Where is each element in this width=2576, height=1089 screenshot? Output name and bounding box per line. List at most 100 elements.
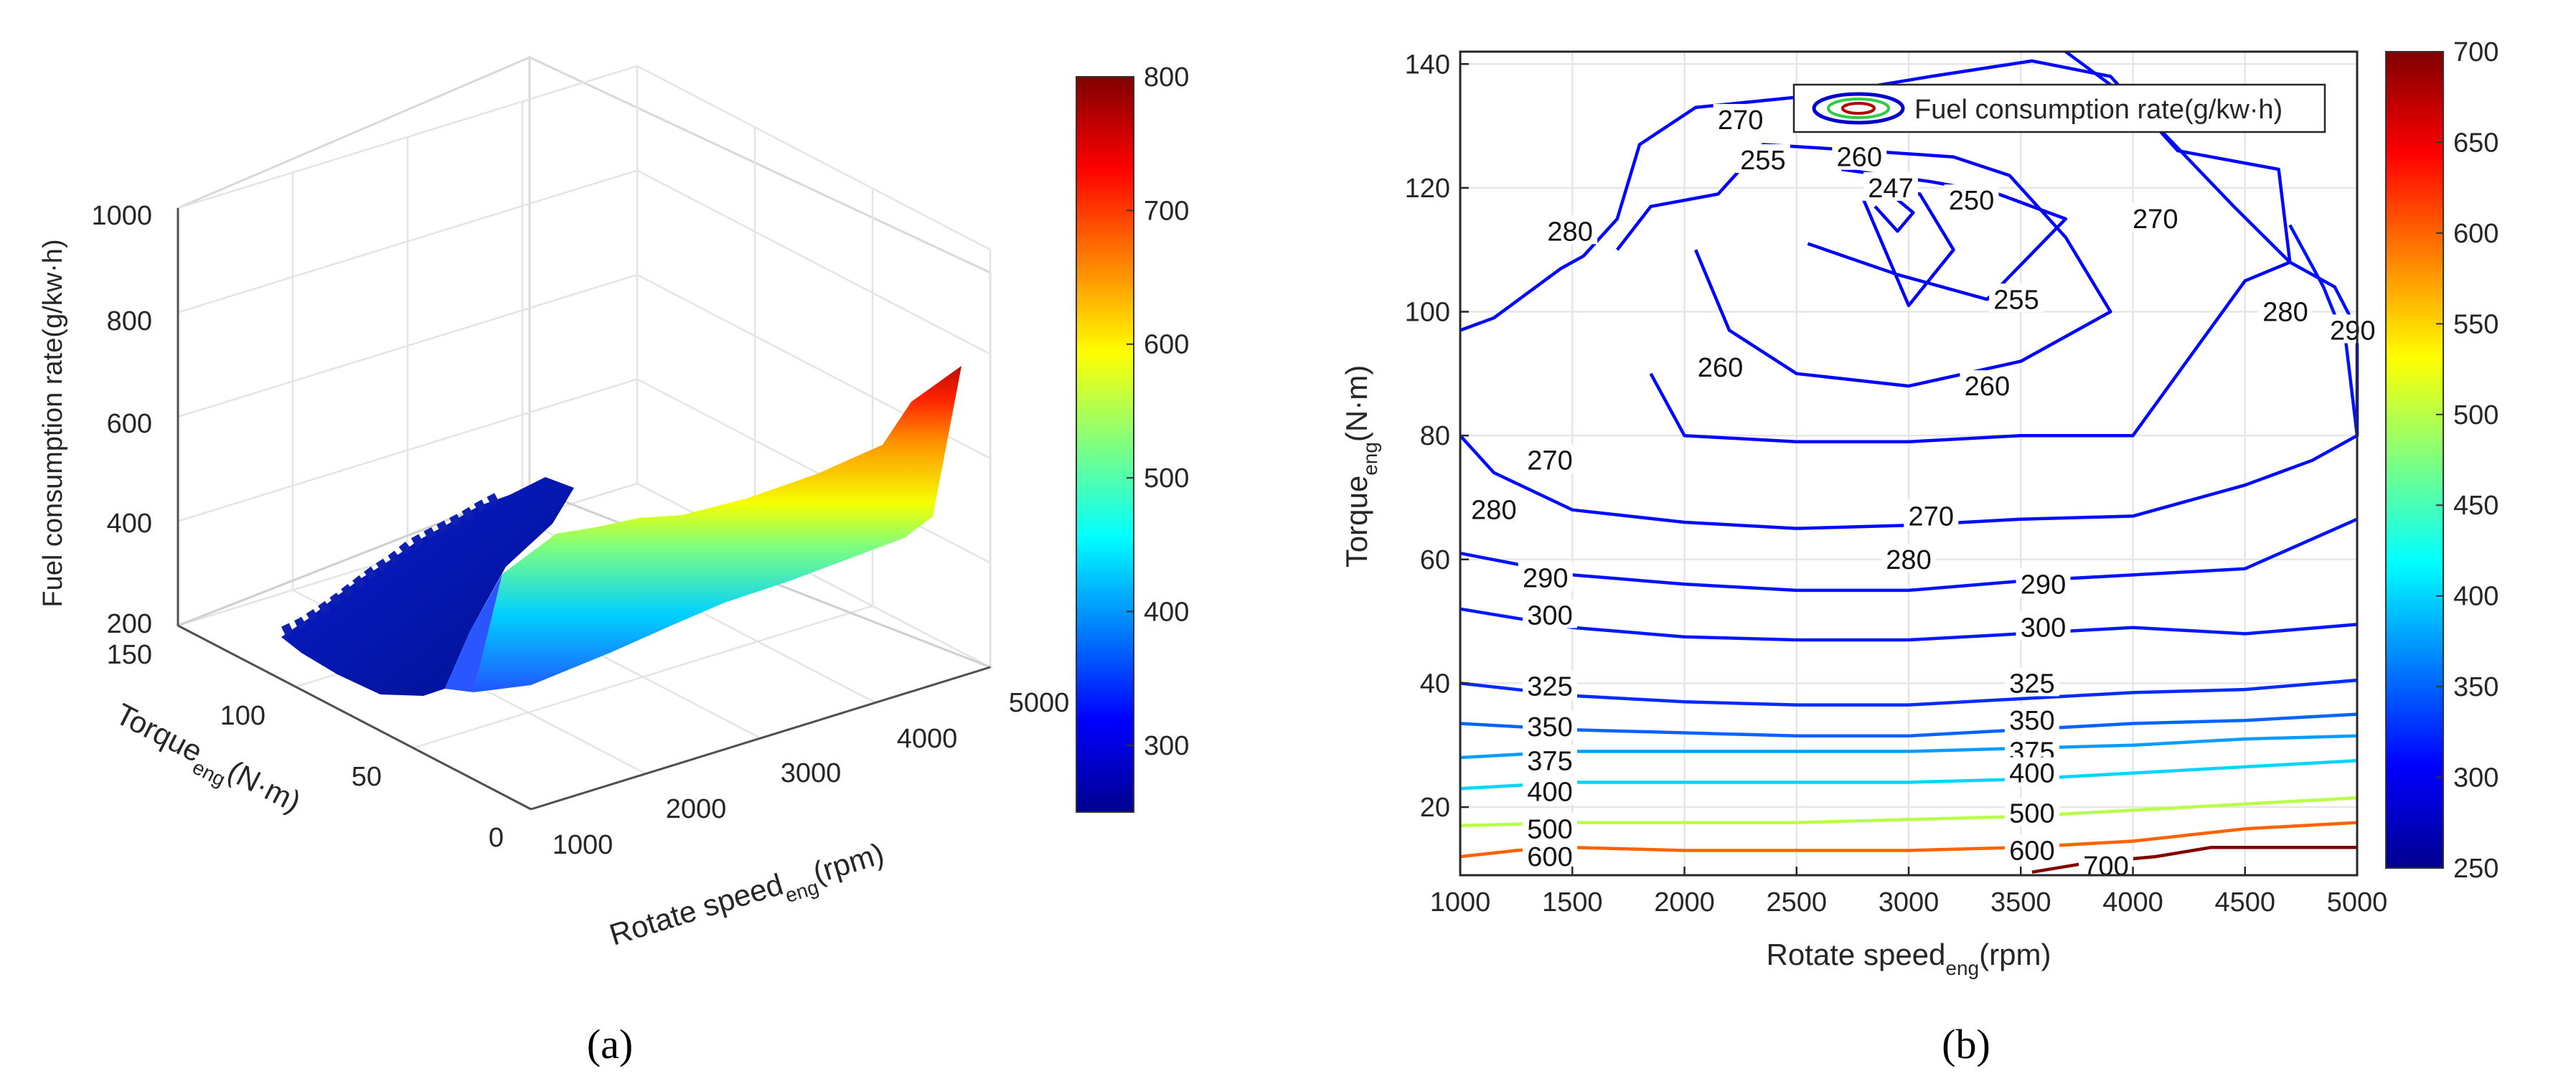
colorbar-b — [2385, 51, 2444, 869]
contour-line-290 — [1459, 517, 2358, 593]
rate-tick-label: 400 — [107, 509, 152, 539]
x-tick-label: 5000 — [2327, 887, 2388, 918]
torque-tick-label: 150 — [107, 640, 152, 670]
contour-label: 280 — [1547, 217, 1592, 247]
contour-label-bg — [1863, 171, 1918, 201]
y-tick-label: 80 — [1420, 421, 1450, 451]
x-label-subscript: eng — [1945, 957, 1979, 979]
contour-label-bg — [2258, 296, 2313, 325]
contour-label: 300 — [2021, 613, 2066, 644]
speed-tick-label: 1000 — [553, 830, 614, 860]
contour-line-400 — [1459, 759, 2358, 791]
contour-label: 325 — [1527, 672, 1572, 702]
colorbar-tick-label: 400 — [1144, 597, 1189, 627]
contour-label: 600 — [2009, 836, 2054, 866]
colorbar-tick-label: 700 — [1144, 196, 1189, 226]
contour-label: 290 — [2021, 570, 2066, 600]
y-tick-label: 140 — [1405, 50, 1450, 80]
grid-line-torque — [413, 188, 874, 749]
panel-a-surface-plot: 200 400 600 800 1000 Fuel consumption ra… — [38, 55, 1189, 1067]
rate-tick-label: 800 — [107, 306, 152, 336]
colorbar-tick-label: 550 — [2453, 309, 2499, 339]
contour-label: 260 — [1965, 372, 2010, 402]
contour-label-bg — [1960, 370, 2015, 400]
y-tick-label: 40 — [1420, 669, 1450, 699]
contour-label: 600 — [1527, 842, 1572, 872]
contour-line-500 — [1459, 796, 2358, 828]
contour-label-bg — [2004, 834, 2059, 864]
speed-axis-ticks: 1000 2000 3000 4000 5000 — [553, 688, 1070, 860]
contour-label-bg — [2004, 797, 2059, 826]
contour-label-bg — [2325, 314, 2380, 344]
contour-label: 270 — [2133, 204, 2178, 235]
colorbar-tick-label: 300 — [2453, 763, 2499, 793]
colorbar-tick-label: 450 — [2453, 491, 2499, 521]
contour-label: 375 — [1527, 746, 1572, 776]
torque-label-unit: (N·m) — [222, 754, 306, 819]
x-tick-label: 4500 — [2214, 887, 2275, 918]
contour-label: 500 — [1527, 814, 1572, 844]
contour-line-350 — [1459, 712, 2358, 738]
contour-label-bg — [1944, 184, 1999, 214]
speed-label-main: Rotate speed — [606, 867, 787, 952]
contour-label: 280 — [2262, 298, 2308, 328]
contour-label-bg — [1881, 543, 1936, 572]
speed-tick-label: 5000 — [1009, 688, 1070, 718]
torque-tick-label: 100 — [220, 701, 265, 731]
surface-low-speed-region — [281, 477, 574, 696]
contour-label-bg — [1523, 444, 1577, 473]
legend-label: Fuel consumption rate(g/kw·h) — [1914, 95, 2283, 125]
contour-label: 350 — [2009, 706, 2054, 736]
contour-label: 400 — [1527, 777, 1572, 807]
contour-label: 260 — [1698, 353, 1743, 383]
rate-axis-label: Fuel consumption rate(g/kw·h) — [38, 239, 68, 607]
contour-label: 247 — [1868, 174, 1913, 204]
torque-tick-label: 50 — [352, 762, 382, 792]
contour-label-bg — [2004, 757, 2059, 786]
fuel-rate-surface — [281, 366, 962, 696]
speed-label-unit: (rpm) — [809, 836, 888, 890]
contour-label: 290 — [1523, 564, 1568, 594]
contour-label: 350 — [1527, 712, 1572, 742]
contour-line-375 — [1459, 734, 2358, 760]
contour-label: 280 — [1886, 545, 1931, 575]
contour-label-bg — [1523, 841, 1577, 870]
contour-label-bg — [1523, 745, 1577, 774]
colorbar-b-ticks: 250 300 350 400 450 500 550 600 650 700 — [2436, 37, 2499, 884]
panel-a-label: (a) — [587, 1021, 633, 1067]
contour-line-260 — [1616, 143, 2112, 388]
contour-label-bg — [1735, 144, 1790, 174]
contour-label-bg — [2016, 611, 2071, 641]
colorbar-tick-label: 500 — [2453, 400, 2499, 430]
torque-axis-line — [177, 624, 532, 811]
y-label-unit: (N·m) — [1340, 365, 1373, 442]
speed-axis-label: Rotate speedeng(rpm) — [606, 836, 890, 960]
rate-tick-label: 600 — [107, 409, 152, 439]
colorbar-tick-label: 500 — [1144, 463, 1189, 494]
y-label-subscript: eng — [1359, 442, 1381, 476]
x-tick-label: 3000 — [1879, 887, 1940, 918]
colorbar-tick-label: 300 — [1144, 731, 1189, 761]
speed-tick-label: 2000 — [666, 794, 727, 824]
rate-tick-label: 1000 — [91, 201, 152, 231]
contour-label-bg — [1523, 670, 1577, 699]
contour-line-300 — [1459, 607, 2358, 642]
colorbar-tick-label: 800 — [1144, 62, 1189, 93]
surface-high-speed-region — [474, 366, 962, 692]
colorbar-tick-label: 700 — [2453, 37, 2499, 67]
y-label-main: Torque — [1340, 476, 1373, 567]
colorbar-tick-label: 600 — [2453, 219, 2499, 249]
torque-axis-label: Torqueeng(N·m) — [107, 697, 306, 826]
contour-label: 255 — [1993, 285, 2039, 315]
contour-lines — [1459, 50, 2359, 874]
panel-b-label: (b) — [1942, 1021, 1990, 1067]
contour-label-bg — [2079, 850, 2133, 880]
contour-label: 255 — [1740, 146, 1785, 176]
contour-label: 300 — [1527, 600, 1572, 631]
contour-axes-ticks: 1000 1500 2000 2500 3000 3500 4000 4500 5000 20 40… — [1405, 50, 2388, 918]
contour-label: 400 — [2009, 759, 2054, 789]
